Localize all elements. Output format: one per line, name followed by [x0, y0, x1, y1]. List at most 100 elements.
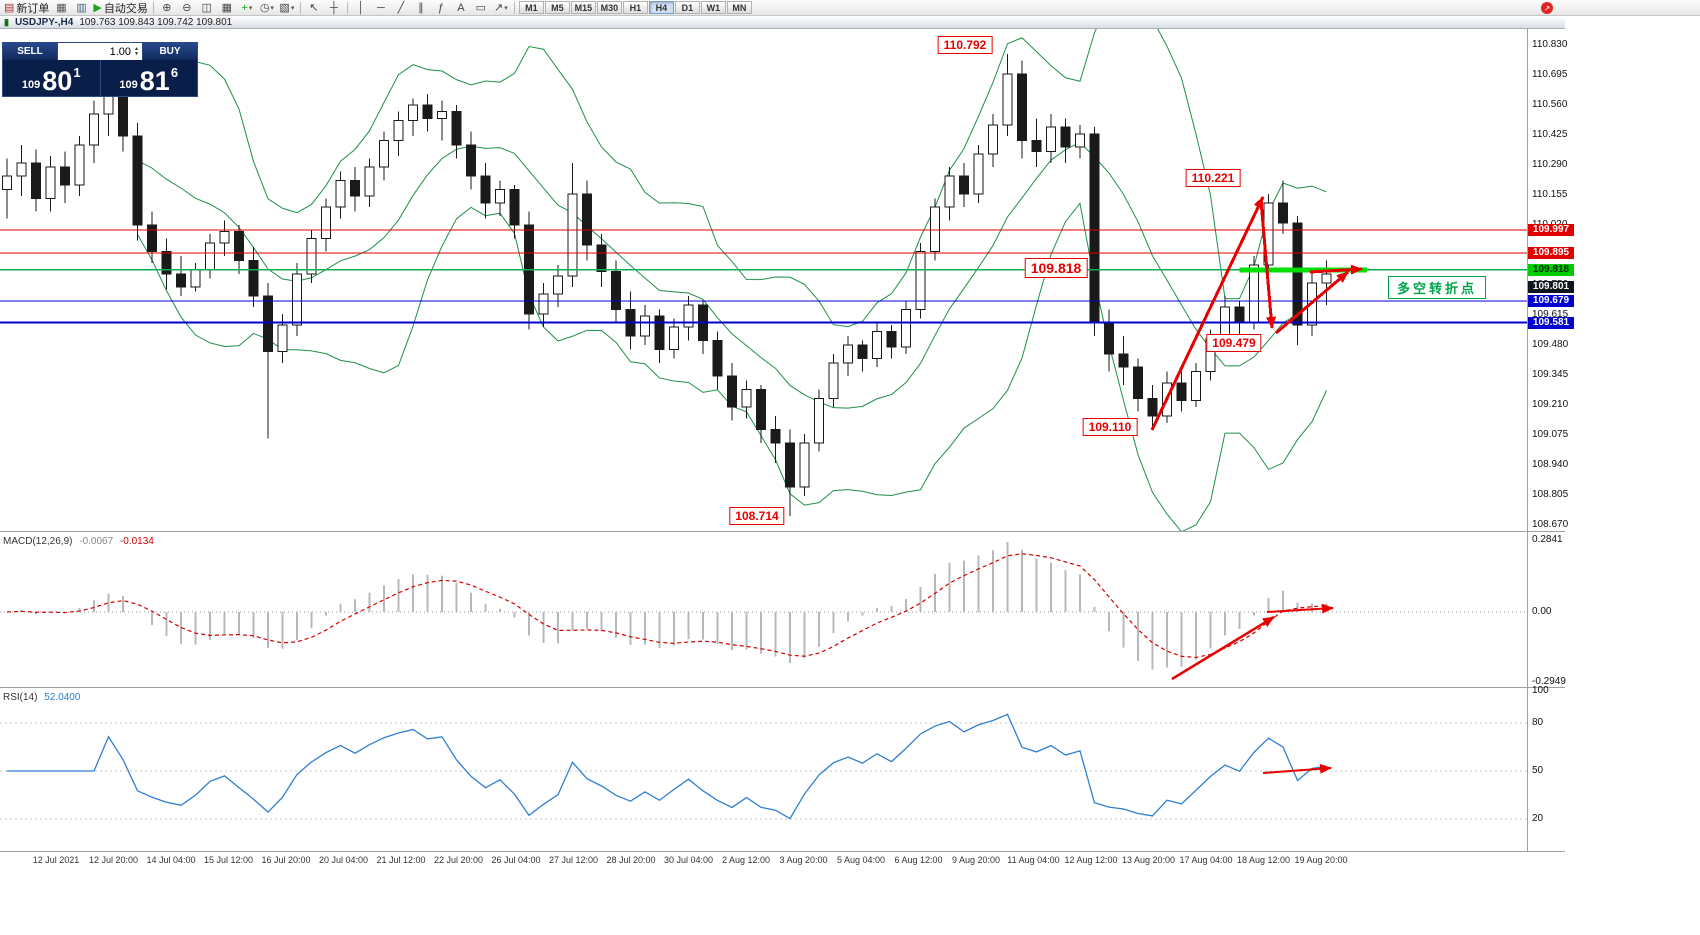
label-button[interactable]: ▭: [471, 1, 491, 15]
cursor-icon: ↖: [309, 1, 319, 14]
price-tag: 109.581: [1528, 316, 1574, 329]
time-label: 28 Jul 20:00: [606, 855, 656, 865]
chart-ohlc: 109.763 109.843 109.742 109.801: [79, 16, 233, 28]
zoom-in-button[interactable]: ⊕: [157, 1, 177, 15]
time-label: 20 Jul 04:00: [318, 855, 369, 865]
market-watch-button[interactable]: ▥: [71, 1, 91, 15]
arrows-icon: ↗: [494, 1, 504, 14]
buy-button[interactable]: BUY: [142, 43, 197, 60]
vertical-line-button[interactable]: │: [351, 1, 371, 15]
zoom-in-icon: ⊕: [162, 1, 172, 14]
dropdown-arrow-icon[interactable]: ▾: [290, 4, 295, 12]
buy-price[interactable]: 109 81 6: [101, 60, 198, 96]
panel-divider[interactable]: [0, 851, 1565, 852]
timeframe-h1-button[interactable]: H1: [622, 1, 648, 14]
panel-divider[interactable]: [0, 531, 1565, 532]
fibonacci-button[interactable]: ƒ: [431, 1, 451, 15]
timeframe-m15-button[interactable]: M15: [570, 1, 596, 14]
price-label: 109.345: [1532, 369, 1569, 380]
price-label: 110.425: [1532, 129, 1568, 140]
time-label: 9 Aug 20:00: [951, 855, 1001, 865]
vertical-line-icon: │: [357, 1, 365, 14]
rsi-name: RSI(14): [3, 692, 38, 703]
price-tag: 109.801: [1528, 280, 1574, 293]
rsi-panel[interactable]: [0, 688, 1565, 851]
toolbar-separator: [513, 1, 515, 14]
sell-button[interactable]: SELL: [3, 43, 58, 60]
dropdown-arrow-icon[interactable]: ▾: [248, 4, 253, 12]
timeframe-m30-button[interactable]: M30: [596, 1, 622, 14]
rsi-axis-label: 20: [1532, 813, 1544, 824]
macd-label: MACD(12,26,9) -0.0067 -0.0134: [3, 536, 154, 547]
timeframe-h4-button[interactable]: H4: [648, 1, 674, 14]
periods-button[interactable]: ◷ ▾: [257, 1, 277, 15]
price-tag: 109.818: [1528, 263, 1574, 276]
horizontal-line-icon: ─: [376, 1, 385, 14]
template-button[interactable]: ▧ ▾: [277, 1, 297, 15]
indicators-button[interactable]: + ▾: [237, 1, 257, 15]
charts-grid-icon: ▦: [56, 1, 67, 14]
autotrading-button-label: 自动交易: [103, 2, 148, 15]
dropdown-arrow-icon[interactable]: ▾: [504, 4, 508, 12]
main-chart[interactable]: [0, 29, 1565, 531]
text-button[interactable]: A: [451, 1, 471, 15]
buy-price-sup: 6: [170, 65, 179, 80]
macd-axis-label: 0.00: [1532, 606, 1552, 617]
price-divider: [99, 60, 101, 96]
timeframe-w1-button[interactable]: W1: [700, 1, 726, 14]
macd-panel[interactable]: [0, 532, 1565, 687]
rsi-value: 52.0400: [44, 692, 81, 703]
cursor-button[interactable]: ↖: [304, 1, 324, 15]
price-label: 109.075: [1532, 429, 1569, 440]
crosshair-button[interactable]: ┼: [324, 1, 344, 15]
channel-button[interactable]: ∥: [411, 1, 431, 15]
volume-field[interactable]: 1.00 ▲ ▼: [58, 43, 142, 60]
trendline-button[interactable]: ╱: [391, 1, 411, 15]
time-label: 22 Jul 20:00: [433, 855, 484, 865]
new-order-button[interactable]: ▤ 新订单: [2, 1, 51, 15]
arrows-button[interactable]: ↗ ▾: [491, 1, 511, 15]
spin-down-icon[interactable]: ▼: [134, 50, 139, 57]
axis-border: [1527, 29, 1528, 851]
charts-grid-button[interactable]: ▦: [51, 1, 71, 15]
community-icon[interactable]: ↗: [1541, 2, 1553, 14]
time-label: 12 Jul 20:00: [88, 855, 139, 865]
time-label: 3 Aug 20:00: [779, 855, 828, 865]
autotrading-button[interactable]: ▶ 自动交易: [91, 1, 149, 15]
chart-window-title: ▮ USDJPY-,H4 109.763 109.843 109.742 109…: [0, 16, 1565, 29]
spin-up-icon[interactable]: ▲: [134, 45, 139, 52]
price-axis[interactable]: 110.830 110.695 110.560 110.425 110.290 110.1…: [1528, 0, 1700, 935]
time-axis[interactable]: 12 Jul 2021 12 Jul 20:00 14 Jul 04:00 15 Ju…: [0, 852, 1700, 868]
rsi-series: [0, 713, 1527, 820]
volume-spinner[interactable]: ▲ ▼: [134, 45, 139, 57]
time-label: 19 Aug 20:00: [1294, 855, 1348, 865]
sell-price[interactable]: 109 80 1: [3, 60, 100, 96]
autotrading-icon: ▶: [93, 1, 102, 14]
price-label: 108.940: [1532, 459, 1569, 470]
zoom-out-button[interactable]: ⊖: [177, 1, 197, 15]
macd-axis-label: -0.2949: [1532, 676, 1566, 687]
candlestick-series: [0, 29, 1527, 531]
timeframe-d1-button[interactable]: D1: [674, 1, 700, 14]
volume-value[interactable]: 1.00: [109, 45, 132, 58]
auto-arrange-button[interactable]: ▦: [217, 1, 237, 15]
rsi-axis-label: 50: [1532, 765, 1544, 776]
timeframe-mn-button[interactable]: MN: [726, 1, 752, 14]
timeframe-m5-button[interactable]: M5: [544, 1, 570, 14]
macd-series: [0, 542, 1527, 681]
rsi-axis-label: 100: [1532, 685, 1549, 696]
chart-symbol-period: USDJPY-,H4: [14, 16, 74, 28]
dropdown-arrow-icon[interactable]: ▾: [270, 4, 274, 12]
price-label: 108.670: [1532, 519, 1569, 530]
timeframe-m1-button[interactable]: M1: [518, 1, 544, 14]
horizontal-line-button[interactable]: ─: [371, 1, 391, 15]
one-click-trading-panel: SELL 1.00 ▲ ▼ BUY 109 80 1 109 81 6: [2, 42, 198, 97]
chart-icon: ▮: [4, 16, 9, 27]
macd-value-signal: -0.0134: [119, 536, 154, 547]
trendline-icon: ╱: [397, 1, 405, 14]
price-label: 109.615: [1532, 309, 1569, 320]
panel-divider[interactable]: [0, 687, 1565, 688]
note-label[interactable]: 多空转折点: [1388, 276, 1487, 299]
tile-windows-button[interactable]: ◫: [197, 1, 217, 15]
time-label: 17 Aug 04:00: [1179, 855, 1233, 865]
